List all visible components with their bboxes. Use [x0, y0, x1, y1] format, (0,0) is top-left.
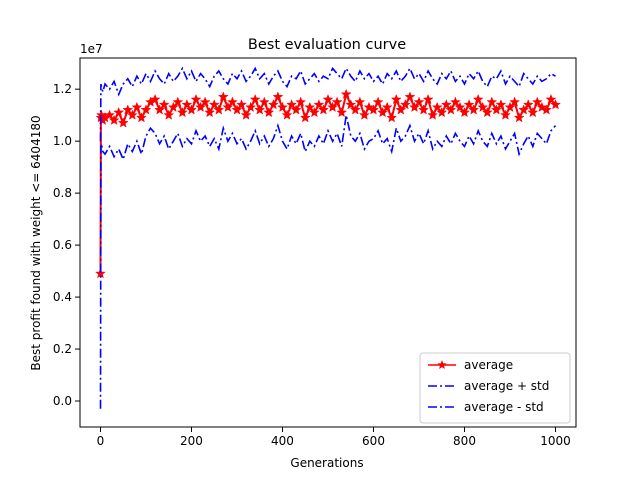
chart-title: Best evaluation curve — [248, 37, 406, 53]
series-line-3 — [99, 115, 557, 409]
y-tick-label: 0.4 — [53, 290, 72, 304]
x-axis-label: Generations — [290, 456, 363, 470]
y-tick-label: 0.0 — [53, 394, 72, 408]
legend: average average + std average - std — [419, 352, 571, 424]
legend-box — [419, 352, 571, 424]
legend-label-1: average — [464, 358, 513, 372]
y-tick-label: 1.0 — [53, 134, 72, 148]
series-line-2 — [99, 66, 556, 142]
y-offset-label: 1e7 — [80, 42, 103, 56]
legend-label-2: average + std — [464, 379, 549, 393]
x-tick-label: 0 — [97, 434, 105, 448]
x-tick-label: 800 — [453, 434, 476, 448]
x-tick-label: 200 — [180, 434, 203, 448]
y-axis-label: Best profit found with weight <= 6404180 — [29, 115, 43, 370]
plot-area: 0 200 400 600 800 1000 0.0 0.2 0.4 0.6 0.8 1.0 1.2 — [53, 57, 577, 448]
x-tick-label: 600 — [362, 434, 385, 448]
y-tick-label: 0.8 — [53, 186, 72, 200]
legend-label-3: average - std — [464, 400, 544, 414]
y-tick-label: 0.2 — [53, 342, 72, 356]
x-tick-label: 400 — [271, 434, 294, 448]
axes-frame — [79, 57, 577, 428]
y-tick-label: 1.2 — [53, 82, 72, 96]
y-tick-label: 0.6 — [53, 238, 72, 252]
series-line-1 — [99, 91, 557, 274]
legend-marker — [437, 360, 447, 369]
x-tick-label: 1000 — [540, 434, 571, 448]
